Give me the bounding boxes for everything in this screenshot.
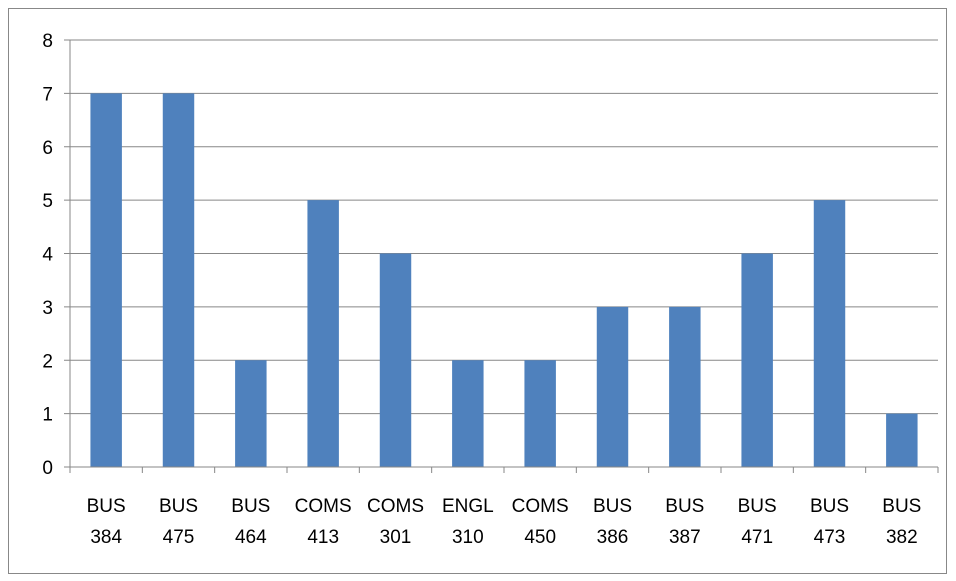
y-tick-label: 3	[42, 298, 53, 319]
bar	[307, 200, 339, 467]
x-tick-label: BUS 384	[87, 496, 126, 548]
bar	[813, 200, 846, 467]
x-tick-label: BUS 387	[665, 496, 704, 548]
x-tick-label: BUS 471	[738, 496, 777, 548]
y-tick-label: 8	[42, 31, 53, 52]
bar	[452, 360, 484, 467]
y-tick-label: 5	[42, 191, 53, 212]
bar	[235, 360, 267, 467]
x-tick-labels: BUS 384 BUS 475 BUS 464 COMS 413 COMS 301 ENGL 310 C…	[87, 496, 922, 548]
y-tick-label: 6	[42, 138, 53, 159]
axes	[64, 39, 939, 473]
y-tick-label: 7	[42, 84, 53, 105]
x-tick-label: BUS 475	[159, 496, 198, 548]
bar	[886, 413, 918, 467]
bar	[379, 253, 412, 467]
bar	[669, 306, 701, 467]
y-tick-labels: 0 1 2 3 4 5 6 7 8	[42, 31, 53, 479]
x-tick-label: BUS 473	[810, 496, 849, 548]
bar	[741, 253, 773, 467]
y-tick-label: 0	[42, 458, 53, 479]
x-tick-label: COMS 301	[367, 496, 424, 548]
bars	[90, 93, 918, 467]
y-tick-label: 2	[42, 351, 53, 372]
x-tick-label: ENGL 310	[442, 496, 494, 548]
bar	[162, 93, 195, 467]
y-tick-label: 4	[42, 245, 53, 266]
gridlines	[70, 39, 938, 415]
bar	[596, 306, 629, 467]
bar-chart: 0 1 2 3 4 5 6 7 8 BUS 384 BUS 475 BUS 464 COMS 413 COMS 3…	[42, 31, 939, 548]
x-tick-label: BUS 386	[593, 496, 632, 548]
chart-frame: 0 1 2 3 4 5 6 7 8 BUS 384 BUS 475 BUS 464 COMS 413 COMS 3…	[8, 8, 947, 574]
bar	[90, 93, 122, 467]
y-tick-label: 1	[42, 405, 53, 426]
x-tick-label: COMS 413	[295, 496, 352, 548]
x-tick-label: BUS 464	[231, 496, 270, 548]
x-tick-label: COMS 450	[512, 496, 569, 548]
bar	[524, 360, 556, 467]
x-tick-label: BUS 382	[882, 496, 921, 548]
